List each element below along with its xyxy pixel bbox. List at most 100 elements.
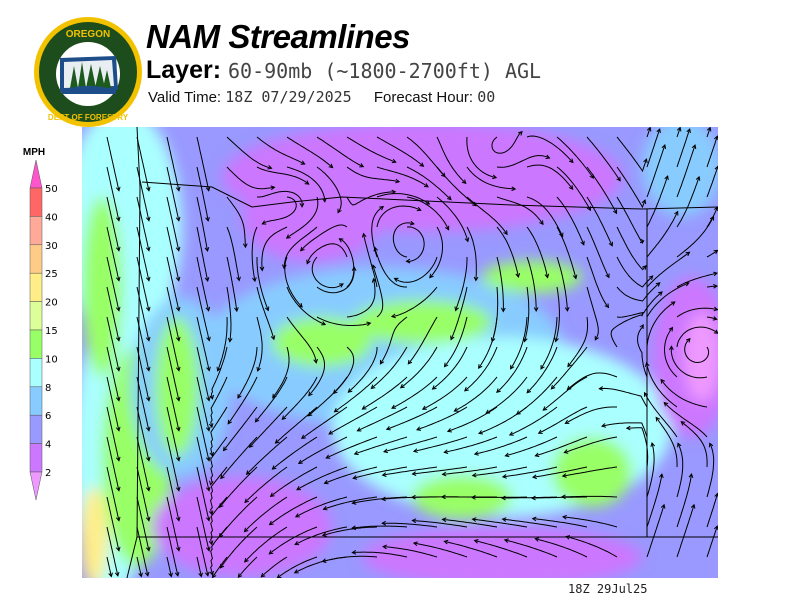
streamline	[136, 376, 150, 431]
streamline	[676, 443, 684, 498]
streamline-arrowhead	[175, 186, 181, 192]
legend-tick-label: 30	[45, 241, 58, 252]
streamline-arrowhead	[409, 220, 415, 226]
streamline	[166, 376, 180, 431]
streamline-arrowhead	[695, 175, 701, 181]
streamline-arrowhead	[670, 301, 676, 306]
streamline-arrowhead	[656, 128, 661, 134]
streamline-arrowhead	[616, 176, 621, 182]
streamline-arrowhead	[115, 546, 121, 552]
legend-bin	[29, 386, 43, 416]
streamline	[226, 136, 272, 169]
streamline-arrowhead	[115, 456, 121, 462]
oregon-department-of-forestry-logo: OREGON DEPT OF FORESTRY	[34, 17, 142, 127]
streamline	[298, 436, 348, 464]
streamline-arrowhead	[443, 362, 449, 368]
streamline-arrowhead	[685, 337, 691, 343]
streamline-arrowhead	[373, 246, 379, 252]
streamline-arrowhead	[545, 154, 551, 160]
streamline-arrowhead	[222, 446, 228, 452]
streamline	[407, 316, 438, 365]
streamline-arrowhead	[144, 571, 150, 577]
streamline-arrowhead	[204, 247, 210, 253]
streamline-arrowhead	[313, 358, 318, 364]
streamline-arrowhead	[714, 135, 718, 141]
streamline	[311, 256, 344, 289]
streamline-arrowhead	[259, 266, 265, 272]
streamline	[504, 539, 558, 558]
streamline-arrowhead	[561, 473, 567, 478]
streamline-arrowhead	[594, 335, 599, 341]
streamline	[422, 376, 468, 410]
streamline	[270, 466, 318, 497]
streamline	[106, 526, 119, 576]
streamline-arrowhead	[496, 388, 501, 394]
streamline	[226, 256, 238, 312]
streamline-arrowhead	[381, 496, 386, 502]
streamline-arrowhead	[248, 443, 254, 449]
streamline	[586, 226, 610, 278]
streamline-arrowhead	[515, 410, 521, 415]
streamline-arrowhead	[206, 336, 211, 342]
streamline	[586, 166, 618, 214]
streamline-arrowhead	[115, 276, 121, 282]
streamline-arrowhead	[708, 442, 714, 448]
forecast-hour-label: Forecast Hour:	[373, 89, 474, 106]
streamline	[256, 316, 263, 372]
streamline	[286, 136, 333, 168]
streamline-arrowhead	[204, 276, 210, 282]
streamline-arrowhead	[285, 234, 291, 239]
streamline-arrowhead	[503, 230, 508, 236]
streamline	[676, 127, 681, 138]
streamline	[706, 249, 718, 258]
streamline	[496, 196, 544, 225]
streamline	[444, 436, 498, 453]
streamline-arrowhead	[308, 391, 313, 397]
streamline-arrowhead	[500, 495, 506, 501]
streamline-arrowhead	[473, 451, 479, 456]
streamline	[516, 376, 558, 415]
streamline	[316, 316, 371, 326]
streamline-arrowhead	[254, 417, 260, 423]
streamline	[166, 166, 180, 221]
streamline-arrowhead	[712, 316, 718, 321]
streamline-arrowhead	[411, 518, 417, 524]
legend-bin	[29, 443, 43, 473]
streamline-arrowhead	[518, 130, 523, 136]
streamline	[382, 522, 438, 528]
streamline-arrowhead	[660, 378, 665, 384]
streamline-arrowhead	[271, 465, 277, 470]
streamline	[646, 127, 651, 138]
streamline	[616, 256, 654, 288]
streamline-arrowhead	[686, 128, 691, 134]
streamline	[284, 256, 303, 308]
streamline-arrowhead	[473, 276, 479, 282]
streamline	[416, 406, 468, 431]
streamline-arrowhead	[145, 546, 151, 552]
streamline-arrowhead	[395, 178, 401, 184]
streamline	[256, 286, 275, 340]
streamline-arrowhead	[322, 197, 327, 203]
streamline	[106, 166, 120, 221]
streamline-arrowhead	[115, 216, 121, 222]
streamline	[136, 136, 150, 191]
streamline	[450, 286, 468, 340]
streamline-arrowhead	[598, 386, 604, 391]
streamline-arrowhead	[485, 409, 491, 414]
streamline-arrowhead	[531, 516, 537, 522]
streamline-arrowhead	[391, 158, 397, 164]
page-title: NAM Streamlines	[146, 18, 410, 55]
streamline	[106, 286, 120, 341]
streamline-arrowhead	[385, 425, 391, 431]
streamline-arrowhead	[443, 449, 449, 454]
streamline-arrowhead	[390, 313, 396, 319]
streamline	[269, 496, 318, 526]
streamline	[586, 196, 613, 247]
streamline	[262, 196, 297, 225]
streamline-arrowhead	[208, 423, 214, 429]
streamline-arrowhead	[500, 307, 506, 313]
streamline	[586, 136, 621, 182]
streamline-arrowhead	[114, 571, 120, 577]
streamline	[646, 301, 676, 348]
streamline	[295, 496, 348, 518]
